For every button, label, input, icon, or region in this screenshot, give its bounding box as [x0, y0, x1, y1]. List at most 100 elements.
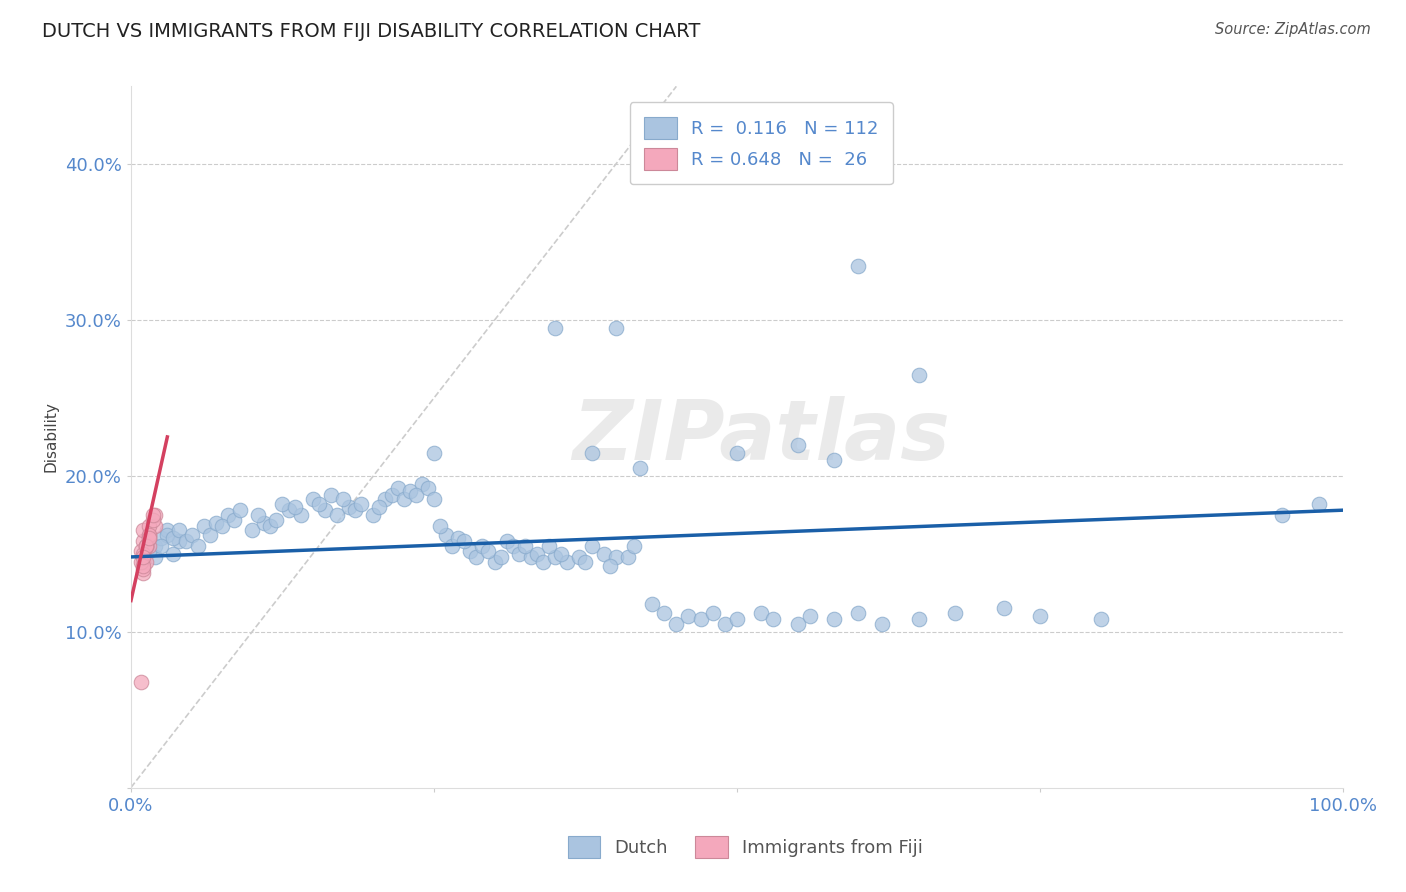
Point [156, 524, 179, 538]
Point [129, 543, 152, 558]
Point [555, 555, 578, 569]
Point [222, 512, 245, 526]
Point [823, 612, 845, 626]
Point [725, 445, 748, 459]
Point [477, 543, 499, 558]
Point [368, 500, 391, 514]
Point [132, 524, 155, 538]
Point [138, 531, 160, 545]
Point [150, 531, 173, 545]
Point [550, 547, 572, 561]
Point [702, 606, 724, 620]
Point [132, 534, 155, 549]
Point [581, 445, 603, 459]
Point [465, 549, 488, 564]
Point [574, 555, 596, 569]
Point [187, 539, 209, 553]
Y-axis label: Disability: Disability [44, 401, 58, 473]
Point [143, 549, 166, 564]
Point [138, 539, 160, 553]
Point [277, 503, 299, 517]
Point [460, 543, 482, 558]
Point [143, 539, 166, 553]
Point [301, 492, 323, 507]
Point [605, 549, 627, 564]
Point [326, 508, 349, 522]
Point [617, 549, 640, 564]
Point [198, 528, 221, 542]
Point [134, 555, 156, 569]
Point [907, 368, 929, 382]
Point [725, 612, 748, 626]
Point [129, 555, 152, 569]
Point [665, 616, 688, 631]
Point [411, 476, 433, 491]
Point [641, 597, 664, 611]
Point [363, 508, 385, 522]
Point [605, 321, 627, 335]
Point [1090, 612, 1112, 626]
Point [143, 518, 166, 533]
Point [169, 524, 191, 538]
Point [247, 508, 270, 522]
Point [138, 531, 160, 545]
Point [520, 549, 543, 564]
Point [423, 445, 446, 459]
Point [1271, 508, 1294, 522]
Point [138, 528, 160, 542]
Point [513, 539, 536, 553]
Point [993, 601, 1015, 615]
Point [544, 321, 567, 335]
Point [350, 497, 373, 511]
Point [628, 461, 651, 475]
Point [1029, 609, 1052, 624]
Point [714, 616, 737, 631]
Point [471, 539, 494, 553]
Point [374, 492, 396, 507]
Point [447, 531, 470, 545]
Point [762, 612, 785, 626]
Point [253, 516, 276, 530]
Point [846, 606, 869, 620]
Point [380, 487, 402, 501]
Point [392, 492, 415, 507]
Point [441, 539, 464, 553]
Point [156, 528, 179, 542]
Point [453, 534, 475, 549]
Legend: R =  0.116   N = 112, R = 0.648   N =  26: R = 0.116 N = 112, R = 0.648 N = 26 [630, 103, 893, 185]
Point [308, 497, 330, 511]
Point [211, 518, 233, 533]
Point [134, 539, 156, 553]
Point [240, 524, 263, 538]
Point [271, 497, 294, 511]
Point [846, 259, 869, 273]
Point [799, 609, 821, 624]
Point [132, 559, 155, 574]
Point [786, 616, 808, 631]
Point [204, 516, 226, 530]
Point [678, 609, 700, 624]
Point [134, 539, 156, 553]
Point [332, 492, 354, 507]
Point [623, 539, 645, 553]
Point [484, 555, 506, 569]
Point [180, 528, 202, 542]
Point [132, 547, 155, 561]
Point [193, 518, 215, 533]
Point [229, 503, 252, 517]
Point [132, 549, 155, 564]
Point [1308, 497, 1330, 511]
Point [142, 512, 165, 526]
Point [132, 555, 155, 569]
Point [344, 503, 367, 517]
Point [592, 547, 614, 561]
Point [544, 549, 567, 564]
Text: DUTCH VS IMMIGRANTS FROM FIJI DISABILITY CORRELATION CHART: DUTCH VS IMMIGRANTS FROM FIJI DISABILITY… [42, 22, 700, 41]
Point [134, 539, 156, 553]
Point [138, 518, 160, 533]
Point [489, 549, 512, 564]
Point [129, 674, 152, 689]
Point [943, 606, 966, 620]
Point [290, 508, 312, 522]
Point [284, 500, 307, 514]
